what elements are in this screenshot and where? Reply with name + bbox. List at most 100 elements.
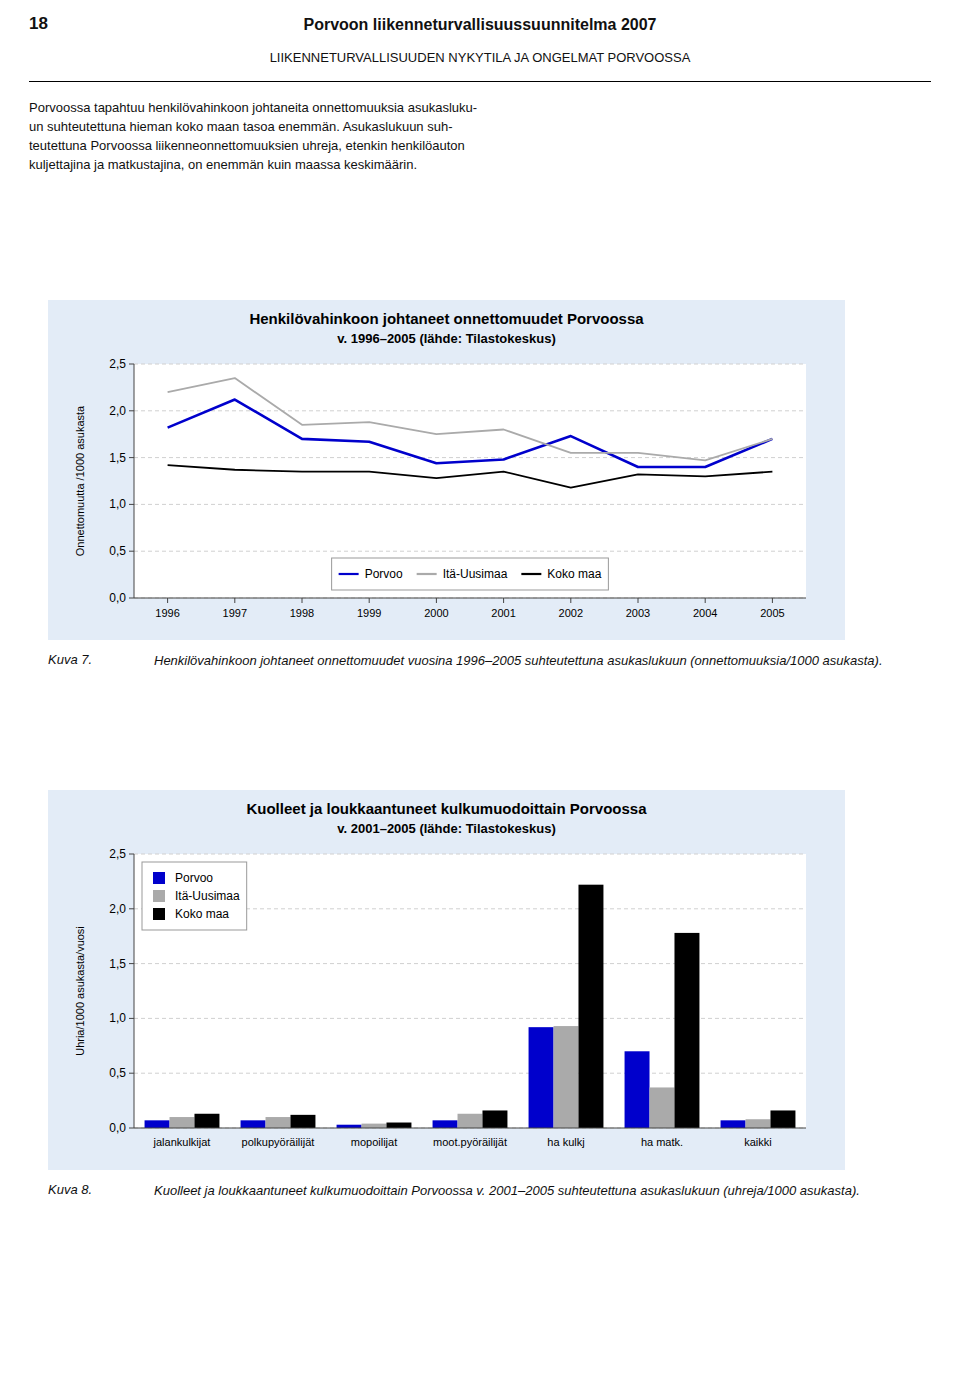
chart-background [48,300,845,640]
bar [145,1120,170,1128]
x-tick [167,598,168,603]
y-tick [129,908,134,909]
bar [578,885,603,1128]
bar [721,1120,746,1128]
legend-label: Itä-Uusimaa [175,889,240,903]
bar [458,1114,483,1128]
legend-item: Koko maa [153,907,229,921]
bar [241,1120,266,1128]
y-tick [129,1073,134,1074]
grid-line [134,1073,806,1074]
x-tick [302,598,303,603]
legend-item: Koko maa [521,567,601,581]
x-axis [134,598,806,599]
grid-line [134,364,806,365]
legend-label: Itä-Uusimaa [443,567,508,581]
chart-subtitle: v. 2001–2005 (lähde: Tilastokeskus) [337,821,555,836]
y-axis-label: Uhria/1000 asukasta/vuosi [74,926,86,1056]
legend-item: Porvoo [339,567,403,581]
x-tick-label: 2000 [424,607,448,619]
bar [433,1120,458,1128]
bar [770,1110,795,1128]
x-tick-label: 2001 [491,607,515,619]
body-line: teutettuna Porvoossa liikenneonnettomuuk… [29,136,929,155]
x-tick-label: 2005 [760,607,784,619]
x-tick-label: 1997 [223,607,247,619]
x-tick-label: 2004 [693,607,717,619]
grid-line [134,504,806,505]
line-series [168,400,773,467]
y-tick [129,551,134,552]
x-tick-label: 2002 [559,607,583,619]
y-tick [129,457,134,458]
y-axis [134,854,135,1128]
bar [625,1051,650,1128]
y-axis-label: Onnettomuutta /1000 asukasta [74,405,86,556]
legend-box [142,862,247,930]
x-tick [570,598,571,603]
bar [290,1115,315,1128]
x-tick-label: 1999 [357,607,381,619]
legend-label: Koko maa [175,907,229,921]
legend-swatch [339,573,359,575]
x-tick-label: moot.pyöräilijät [433,1136,507,1148]
x-tick [503,598,504,603]
grid-line [134,1018,806,1019]
bar [170,1117,195,1128]
bar [746,1119,771,1128]
body-line: Porvoossa tapahtuu henkilövahinkoon joht… [29,98,929,117]
x-tick [638,598,639,603]
y-tick-label: 0,0 [109,1121,126,1135]
line-series [168,465,773,487]
bar [554,1026,579,1128]
chart-title: Henkilövahinkoon johtaneet onnettomuudet… [249,310,644,327]
caption-text: Kuolleet ja loukkaantuneet kulkumuodoitt… [154,1182,930,1200]
body-line: un suhteutettuna hieman koko maan tasoa … [29,117,929,136]
y-tick-label: 2,0 [109,902,126,916]
x-tick [772,598,773,603]
grid-line [134,854,806,855]
y-tick-label: 0,5 [109,1066,126,1080]
y-tick [129,364,134,365]
x-tick-label: 1996 [155,607,179,619]
bar [362,1124,387,1128]
body-text: Porvoossa tapahtuu henkilövahinkoon joht… [29,98,929,174]
legend-label: Koko maa [547,567,601,581]
plot-area [134,364,806,598]
page: 18Porvoon liikenneturvallisuussuunnitelm… [0,0,960,1388]
legend-swatch [417,573,437,575]
y-tick [129,854,134,855]
x-tick-label: kaikki [744,1136,772,1148]
bar [194,1114,219,1128]
legend-box [332,558,609,590]
legend-label: Porvoo [175,871,213,885]
bar [386,1123,411,1128]
y-tick-label: 1,5 [109,957,126,971]
y-tick-label: 1,0 [109,1011,126,1025]
bar [674,933,699,1128]
y-tick [129,1128,134,1129]
legend-item: Porvoo [153,871,213,885]
caption-label: Kuva 7. [48,652,92,667]
y-tick-label: 0,5 [109,544,126,558]
y-tick-label: 0,0 [109,591,126,605]
x-tick-label: mopoilijat [351,1136,397,1148]
legend-label: Porvoo [365,567,403,581]
legend-swatch [153,872,165,884]
legend-item: Itä-Uusimaa [153,889,240,903]
x-tick [705,598,706,603]
chart-subtitle: v. 1996–2005 (lähde: Tilastokeskus) [337,331,555,346]
x-tick [234,598,235,603]
grid-line [134,598,806,599]
grid-line [134,551,806,552]
x-tick-label: 1998 [290,607,314,619]
header-title: Porvoon liikenneturvallisuussuunnitelma … [0,16,960,34]
marks [168,378,773,488]
grid-line [134,1128,806,1129]
header-rule [29,81,931,82]
x-axis [134,1128,806,1129]
legend-item: Itä-Uusimaa [417,567,508,581]
bar [266,1117,291,1128]
y-tick-label: 2,0 [109,404,126,418]
y-tick [129,504,134,505]
